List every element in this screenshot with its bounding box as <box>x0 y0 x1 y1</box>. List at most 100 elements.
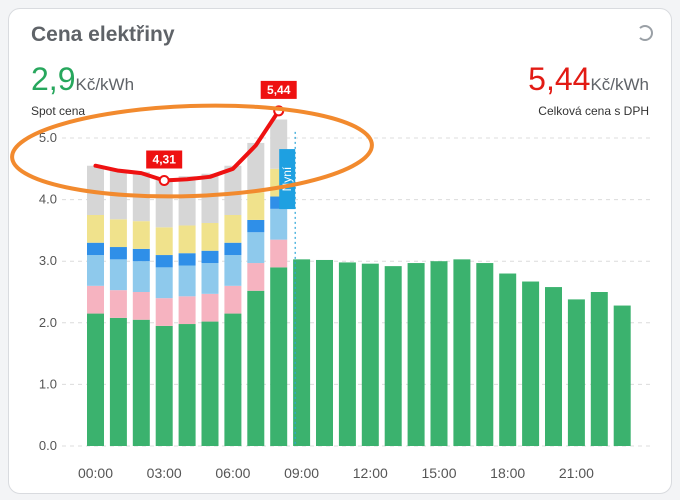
total-price-label: Celková cena s DPH <box>538 104 649 118</box>
spot-price-bar <box>87 313 104 446</box>
price-component-segment <box>247 192 265 220</box>
price-component-segment <box>155 298 173 326</box>
price-component-segment <box>224 255 242 286</box>
spot-price-bar <box>407 263 425 446</box>
price-component-segment <box>87 255 104 286</box>
price-component-segment <box>87 242 104 256</box>
spot-price-bar <box>590 292 608 446</box>
price-component-segment <box>155 178 173 228</box>
x-tick-label: 21:00 <box>559 465 594 481</box>
spot-price-number: 2,9 <box>31 61 76 97</box>
total-price-unit: Kč/kWh <box>590 75 649 94</box>
price-component-segment <box>247 142 265 193</box>
spot-price-bar <box>384 266 402 446</box>
price-component-segment <box>132 221 150 249</box>
price-component-segment <box>201 173 219 224</box>
x-tick-label: 15:00 <box>421 465 456 481</box>
price-component-segment <box>247 232 265 264</box>
spot-price-bar <box>201 321 219 446</box>
spot-price-bar <box>499 273 517 446</box>
spot-price-bar <box>338 262 356 446</box>
price-component-segment <box>132 248 150 262</box>
price-component-segment <box>201 293 219 322</box>
price-component-segment <box>270 208 288 240</box>
min-label: 4,31 <box>153 153 177 167</box>
x-tick-label: 03:00 <box>147 465 182 481</box>
price-component-segment <box>109 247 127 260</box>
highlight-ellipse <box>10 103 374 199</box>
refresh-icon[interactable] <box>637 25 653 41</box>
chart-bars <box>87 119 631 446</box>
total-price-value: 5,44Kč/kWh <box>528 61 649 98</box>
x-tick-label: 18:00 <box>490 465 525 481</box>
spot-price-bar <box>270 267 288 446</box>
price-component-segment <box>109 259 127 291</box>
spot-price-bar <box>109 317 127 446</box>
y-tick-label: 1.0 <box>39 376 57 391</box>
price-component-segment <box>109 290 127 318</box>
price-component-segment <box>178 265 196 297</box>
now-tag <box>279 149 296 210</box>
price-component-segment <box>109 219 127 248</box>
price-component-segment <box>201 223 219 251</box>
spot-price-bar <box>522 281 540 446</box>
price-component-segment <box>247 219 265 233</box>
spot-price-bar <box>155 325 173 446</box>
price-component-segment <box>155 255 173 268</box>
price-component-segment <box>132 261 150 292</box>
price-component-segment <box>201 263 219 294</box>
spot-price-bar <box>361 263 379 446</box>
spot-price-bar <box>178 324 196 446</box>
spot-price-unit: Kč/kWh <box>75 75 135 94</box>
spot-price-bar <box>567 299 585 446</box>
spot-price-bar <box>453 259 471 446</box>
spot-price-bar <box>476 263 494 446</box>
price-component-segment <box>201 250 219 264</box>
y-tick-label: 0.0 <box>39 438 57 453</box>
spot-price-value: 2,9Kč/kWh <box>31 61 134 98</box>
y-tick-label: 4.0 <box>39 192 57 207</box>
x-tick-label: 12:00 <box>353 465 388 481</box>
spot-price-bar <box>613 305 631 446</box>
min-point-marker <box>158 175 170 187</box>
spot-price-bar <box>247 290 265 446</box>
price-component-segment <box>87 215 104 243</box>
price-component-segment <box>224 285 242 314</box>
spot-price-bar <box>316 259 333 446</box>
x-tick-label: 09:00 <box>284 465 319 481</box>
price-component-segment <box>178 253 196 266</box>
price-component-segment <box>178 225 196 254</box>
price-component-segment <box>224 215 242 243</box>
y-axis-ticks: 0.0 1.0 2.0 3.0 4.0 5.0 <box>39 130 57 453</box>
max-label: 5,44 <box>267 83 291 97</box>
price-component-segment <box>178 296 196 325</box>
price-component-segment <box>155 227 173 256</box>
price-component-segment <box>224 242 242 256</box>
price-component-segment <box>87 285 104 314</box>
y-tick-label: 2.0 <box>39 315 57 330</box>
price-component-segment <box>155 267 173 299</box>
spot-price-bar <box>224 313 242 446</box>
price-component-segment <box>224 165 242 215</box>
spot-price-bar <box>293 259 311 446</box>
total-price-polyline <box>93 108 281 183</box>
price-component-segment <box>178 176 196 226</box>
card-title: Cena elektřiny <box>31 23 175 46</box>
total-price-line: 4,31 5,44 <box>93 80 297 187</box>
spot-price-bar <box>430 261 448 446</box>
y-tick-label: 5.0 <box>39 130 57 145</box>
total-price-number: 5,44 <box>528 61 591 97</box>
chart-grid <box>62 137 652 447</box>
price-component-segment <box>132 292 150 320</box>
x-tick-label: 06:00 <box>215 465 250 481</box>
spot-price-bar <box>132 319 150 446</box>
x-tick-label: 00:00 <box>78 465 113 481</box>
spot-price-label: Spot cena <box>31 104 86 118</box>
x-axis-ticks: 00:00 03:00 06:00 09:00 12:00 15:00 18:00 21:00 <box>78 465 594 481</box>
min-label-box <box>146 150 183 169</box>
annotation-ellipse <box>10 103 374 199</box>
y-tick-label: 3.0 <box>39 253 57 268</box>
max-label-box <box>260 80 297 99</box>
spot-price-bar <box>545 287 562 446</box>
